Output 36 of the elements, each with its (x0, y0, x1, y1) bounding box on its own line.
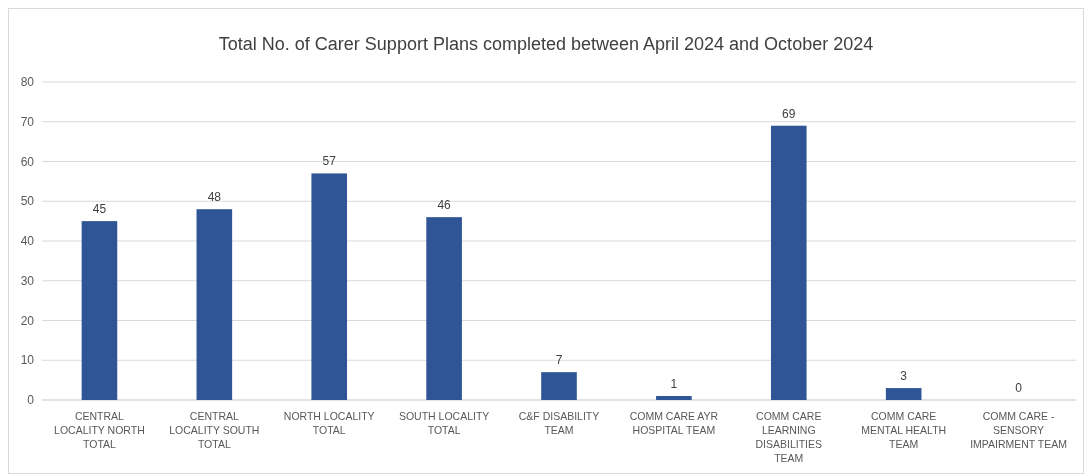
bar (656, 396, 692, 400)
x-tick-label: COMM CARE - SENSORY IMPAIRMENT TEAM (970, 410, 1067, 450)
x-tick-label: COMM CARE MENTAL HEALTH TEAM (861, 410, 947, 450)
data-label: 46 (437, 198, 452, 213)
x-tick-label: CENTRAL LOCALITY NORTH TOTAL (54, 410, 145, 450)
bar (770, 125, 807, 400)
x-tick-label: COMM CARE AYR HOSPITAL TEAM (629, 410, 719, 436)
chart-title: Total No. of Carer Support Plans completed between April 2024 and October 2024 (218, 34, 874, 54)
data-label: 0 (1015, 381, 1023, 395)
bar (311, 173, 348, 400)
y-tick-label: 20 (20, 313, 35, 328)
data-label: 48 (207, 190, 222, 205)
y-tick-label: 50 (20, 194, 35, 209)
x-tick-label: COMM CARE LEARNING DISABILITIES TEAM (755, 410, 823, 464)
bar (426, 217, 462, 400)
bar (196, 209, 233, 400)
bar (541, 372, 577, 400)
y-tick-label: 70 (20, 114, 35, 129)
bar (885, 388, 922, 400)
data-label: 7 (555, 353, 563, 368)
bar (81, 221, 118, 400)
y-tick-label: 10 (20, 353, 35, 368)
data-label: 69 (782, 106, 796, 121)
y-tick-label: 0 (27, 393, 35, 408)
data-label: 1 (670, 377, 678, 392)
y-tick-label: 60 (20, 154, 35, 169)
data-label: 57 (322, 154, 337, 169)
x-tick-label: NORTH LOCALITY TOTAL (283, 410, 375, 436)
y-tick-label: 80 (20, 75, 35, 90)
y-tick-label: 40 (20, 234, 35, 249)
x-tick-label: CENTRAL LOCALITY SOUTH TOTAL (169, 410, 260, 450)
y-tick-label: 30 (20, 273, 35, 288)
data-label: 45 (92, 202, 107, 217)
x-tick-label: SOUTH LOCALITY TOTAL (398, 410, 490, 436)
x-tick-label: C&F DISABILITY TEAM (518, 410, 600, 436)
data-label: 3 (900, 369, 908, 384)
